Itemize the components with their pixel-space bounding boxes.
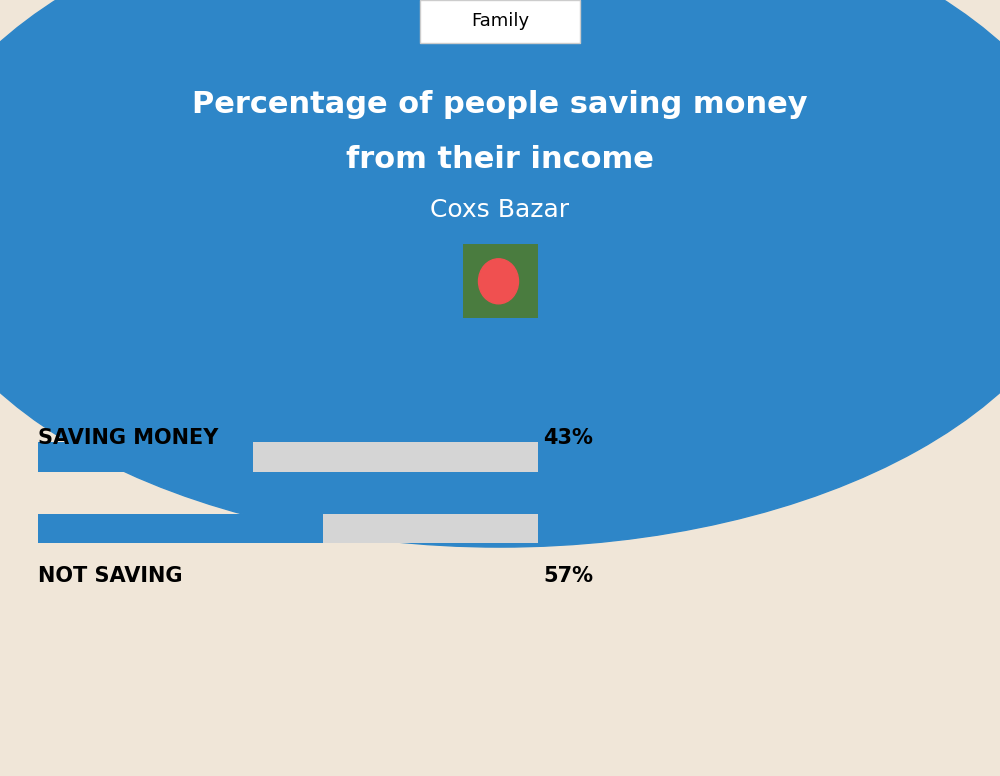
Text: SAVING MONEY: SAVING MONEY xyxy=(38,428,218,449)
FancyBboxPatch shape xyxy=(38,514,538,543)
Text: Family: Family xyxy=(471,12,529,30)
FancyBboxPatch shape xyxy=(462,244,538,318)
Text: 43%: 43% xyxy=(543,428,593,449)
Text: 57%: 57% xyxy=(543,566,593,586)
FancyBboxPatch shape xyxy=(38,514,323,543)
FancyBboxPatch shape xyxy=(38,442,253,472)
FancyBboxPatch shape xyxy=(38,442,538,472)
Text: Coxs Bazar: Coxs Bazar xyxy=(430,198,570,221)
Text: Percentage of people saving money: Percentage of people saving money xyxy=(192,90,808,120)
Ellipse shape xyxy=(479,259,518,304)
FancyBboxPatch shape xyxy=(420,0,580,43)
Text: NOT SAVING: NOT SAVING xyxy=(38,566,182,586)
Text: from their income: from their income xyxy=(346,144,654,174)
Ellipse shape xyxy=(0,0,1000,547)
